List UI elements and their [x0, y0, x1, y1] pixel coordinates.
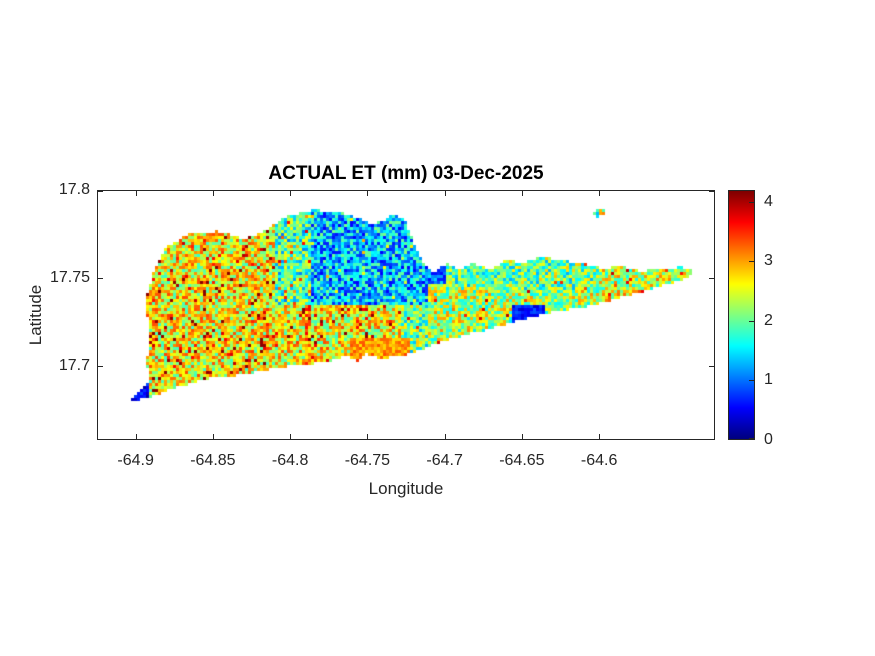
x-axis-tick-mark: [290, 434, 291, 439]
colorbar-tick-label: 3: [764, 252, 773, 270]
y-tick-label: 17.75: [49, 269, 90, 287]
x-tick-label: -64.8: [271, 452, 309, 469]
y-axis-tick-mark: [709, 191, 714, 192]
x-axis-tick-mark: [213, 434, 214, 439]
y-axis-tick-mark: [709, 366, 714, 367]
colorbar-tick-label: 0: [764, 431, 773, 448]
x-tick-label: -64.65: [499, 452, 545, 469]
y-tick-label: 17.8: [58, 181, 90, 198]
x-tick-label: -64.85: [190, 452, 236, 469]
x-axis-tick-mark: [136, 191, 137, 196]
chart-title: ACTUAL ET (mm) 03-Dec-2025: [268, 163, 544, 184]
x-axis-tick-mark: [522, 434, 523, 439]
x-tick-label: -64.7: [426, 452, 463, 469]
x-axis-tick-mark: [445, 191, 446, 196]
x-axis-tick-mark: [367, 434, 368, 439]
x-axis-tick-mark: [290, 191, 291, 196]
y-axis-label: Latitude: [26, 284, 45, 346]
x-axis-label: Longitude: [368, 479, 444, 498]
colorbar: [728, 190, 755, 440]
y-axis-tick-mark: [98, 191, 103, 192]
x-axis-tick-mark: [599, 434, 600, 439]
x-tick-label: -64.6: [580, 452, 618, 469]
x-axis-tick-mark: [522, 191, 523, 196]
x-axis-tick-mark: [136, 434, 137, 439]
x-axis-tick-mark: [367, 191, 368, 196]
colorbar-gradient-canvas: [729, 191, 754, 439]
x-axis-tick-mark: [445, 434, 446, 439]
et-heatmap-canvas: [98, 191, 714, 439]
colorbar-tick-label: 2: [764, 311, 773, 329]
x-axis-tick-mark: [213, 191, 214, 196]
plot-area: [97, 190, 715, 440]
colorbar-tick-label: 1: [764, 371, 773, 389]
y-axis-tick-mark: [98, 278, 103, 279]
y-axis-tick-mark: [98, 366, 103, 367]
y-tick-label: 17.7: [58, 357, 90, 375]
x-tick-label: -64.9: [117, 452, 154, 469]
x-axis-tick-mark: [599, 191, 600, 196]
colorbar-tick-label: 4: [764, 192, 773, 210]
x-tick-label: -64.75: [344, 452, 391, 469]
y-axis-tick-mark: [709, 278, 714, 279]
